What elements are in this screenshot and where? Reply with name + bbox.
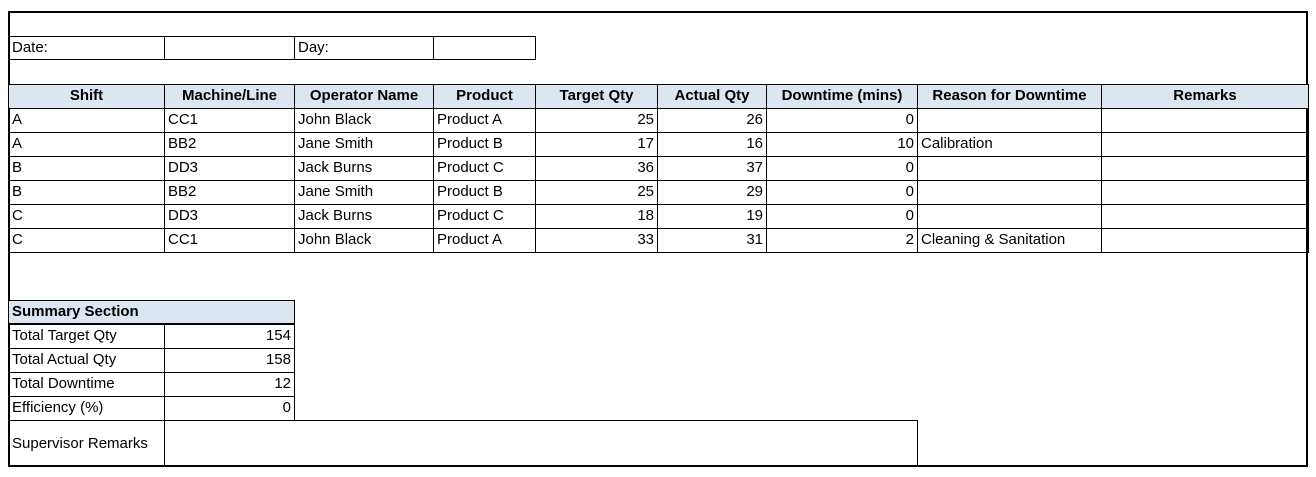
cell-machine-line[interactable]: DD3 [164, 156, 295, 181]
cell-operator-name[interactable]: John Black [294, 108, 434, 133]
cell-product[interactable]: Product A [433, 108, 536, 133]
cell-reason-for-downtime[interactable] [917, 156, 1102, 181]
cell-product[interactable]: Product A [433, 228, 536, 253]
cell-remarks[interactable] [1101, 156, 1309, 181]
cell-shift[interactable]: A [8, 132, 165, 157]
cell-target-qty[interactable]: 33 [535, 228, 658, 253]
cell-remarks[interactable] [1101, 132, 1309, 157]
cell-actual-qty[interactable]: 26 [657, 108, 767, 133]
cell-downtime-mins[interactable]: 10 [766, 132, 918, 157]
cell-downtime-mins[interactable]: 0 [766, 180, 918, 205]
cell-target-qty[interactable]: 25 [535, 180, 658, 205]
summary-label-total-actual-qty: Total Actual Qty [8, 348, 165, 373]
cell-reason-for-downtime[interactable]: Cleaning & Sanitation [917, 228, 1102, 253]
summary-value-efficiency[interactable]: 0 [164, 396, 295, 421]
column-header-machine-line: Machine/Line [164, 84, 295, 109]
date-value-cell[interactable] [164, 36, 295, 60]
cell-actual-qty[interactable]: 29 [657, 180, 767, 205]
cell-reason-for-downtime[interactable] [917, 204, 1102, 229]
cell-product[interactable]: Product B [433, 180, 536, 205]
cell-operator-name[interactable]: Jack Burns [294, 204, 434, 229]
column-header-reason-for-downtime: Reason for Downtime [917, 84, 1102, 109]
cell-remarks[interactable] [1101, 108, 1309, 133]
day-label: Day: [294, 36, 434, 60]
summary-value-total-actual-qty[interactable]: 158 [164, 348, 295, 373]
cell-downtime-mins[interactable]: 2 [766, 228, 918, 253]
cell-shift[interactable]: B [8, 156, 165, 181]
cell-shift[interactable]: A [8, 108, 165, 133]
cell-target-qty[interactable]: 36 [535, 156, 658, 181]
cell-actual-qty[interactable]: 31 [657, 228, 767, 253]
column-header-operator-name: Operator Name [294, 84, 434, 109]
cell-downtime-mins[interactable]: 0 [766, 204, 918, 229]
summary-label-total-downtime: Total Downtime [8, 372, 165, 397]
column-header-remarks: Remarks [1101, 84, 1309, 109]
column-header-product: Product [433, 84, 536, 109]
column-header-downtime-mins: Downtime (mins) [766, 84, 918, 109]
cell-product[interactable]: Product C [433, 204, 536, 229]
day-value-cell[interactable] [433, 36, 536, 60]
cell-machine-line[interactable]: DD3 [164, 204, 295, 229]
cell-downtime-mins[interactable]: 0 [766, 108, 918, 133]
cell-shift[interactable]: B [8, 180, 165, 205]
date-label: Date: [8, 36, 165, 60]
cell-machine-line[interactable]: CC1 [164, 228, 295, 253]
cell-reason-for-downtime[interactable] [917, 180, 1102, 205]
cell-target-qty[interactable]: 25 [535, 108, 658, 133]
supervisor-remarks-field[interactable] [164, 420, 918, 467]
supervisor-remarks-label: Supervisor Remarks [8, 420, 165, 467]
cell-actual-qty[interactable]: 19 [657, 204, 767, 229]
cell-machine-line[interactable]: BB2 [164, 180, 295, 205]
cell-operator-name[interactable]: John Black [294, 228, 434, 253]
summary-value-total-target-qty[interactable]: 154 [164, 324, 295, 349]
cell-shift[interactable]: C [8, 228, 165, 253]
cell-product[interactable]: Product B [433, 132, 536, 157]
cell-target-qty[interactable]: 17 [535, 132, 658, 157]
cell-shift[interactable]: C [8, 204, 165, 229]
cell-remarks[interactable] [1101, 180, 1309, 205]
column-header-target-qty: Target Qty [535, 84, 658, 109]
summary-value-total-downtime[interactable]: 12 [164, 372, 295, 397]
column-header-shift: Shift [8, 84, 165, 109]
summary-label-total-target-qty: Total Target Qty [8, 324, 165, 349]
cell-reason-for-downtime[interactable]: Calibration [917, 132, 1102, 157]
summary-section-title: Summary Section [8, 300, 295, 324]
cell-remarks[interactable] [1101, 204, 1309, 229]
cell-product[interactable]: Product C [433, 156, 536, 181]
cell-reason-for-downtime[interactable] [917, 108, 1102, 133]
cell-operator-name[interactable]: Jane Smith [294, 132, 434, 157]
cell-machine-line[interactable]: BB2 [164, 132, 295, 157]
cell-target-qty[interactable]: 18 [535, 204, 658, 229]
cell-actual-qty[interactable]: 16 [657, 132, 767, 157]
cell-operator-name[interactable]: Jack Burns [294, 156, 434, 181]
cell-actual-qty[interactable]: 37 [657, 156, 767, 181]
column-header-actual-qty: Actual Qty [657, 84, 767, 109]
cell-machine-line[interactable]: CC1 [164, 108, 295, 133]
cell-downtime-mins[interactable]: 0 [766, 156, 918, 181]
summary-label-efficiency: Efficiency (%) [8, 396, 165, 421]
cell-remarks[interactable] [1101, 228, 1309, 253]
cell-operator-name[interactable]: Jane Smith [294, 180, 434, 205]
